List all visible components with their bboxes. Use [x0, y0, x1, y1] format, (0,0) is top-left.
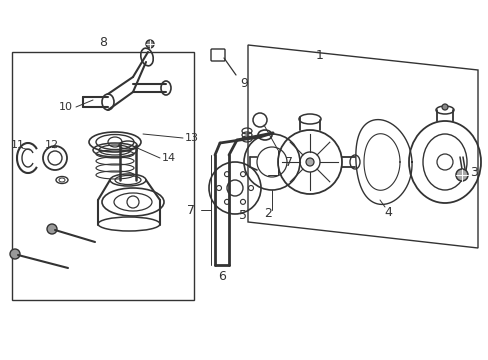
Text: 9: 9	[240, 77, 247, 90]
Circle shape	[146, 40, 154, 48]
Text: 14: 14	[162, 153, 176, 163]
Text: 4: 4	[383, 206, 391, 219]
Text: 7: 7	[186, 203, 195, 216]
Text: 6: 6	[218, 270, 225, 284]
Text: 13: 13	[184, 133, 199, 143]
Circle shape	[10, 249, 20, 259]
Bar	[12, 52, 194, 300]
Text: 10: 10	[59, 102, 73, 112]
Text: 12: 12	[45, 140, 59, 150]
Circle shape	[441, 104, 447, 110]
Circle shape	[455, 169, 467, 181]
Text: 7: 7	[285, 156, 292, 168]
Text: 3: 3	[469, 166, 477, 179]
Text: 5: 5	[239, 208, 246, 221]
Text: 2: 2	[264, 207, 271, 220]
Text: 8: 8	[99, 36, 107, 49]
Text: 11: 11	[11, 140, 25, 150]
Circle shape	[305, 158, 313, 166]
Text: 1: 1	[315, 49, 323, 62]
Circle shape	[47, 224, 57, 234]
